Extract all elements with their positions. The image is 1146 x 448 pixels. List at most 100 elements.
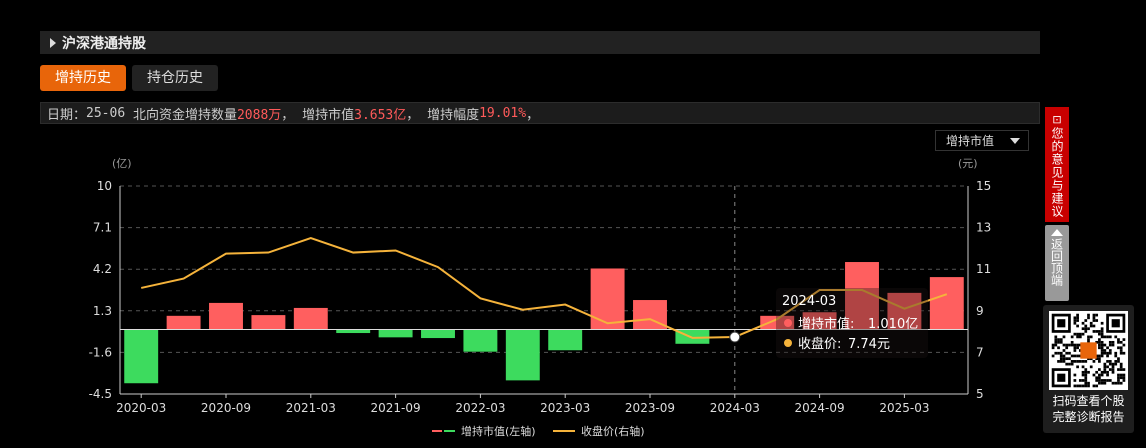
tab-holding-history[interactable]: 持仓历史 — [132, 65, 218, 91]
qr-module — [1073, 319, 1077, 322]
qr-module — [1092, 360, 1096, 363]
bar — [421, 329, 455, 339]
qr-module — [1084, 379, 1088, 382]
x-tick-label: 2022-03 — [455, 401, 505, 415]
qr-module — [1100, 327, 1104, 331]
qr-module — [1119, 349, 1123, 352]
qr-module — [1078, 335, 1082, 339]
qr-module — [1092, 313, 1096, 317]
tooltip-line-dot — [784, 339, 792, 347]
qr-module — [1117, 376, 1120, 380]
qr-module — [1092, 316, 1096, 320]
bar — [548, 329, 583, 351]
qr-module — [1089, 321, 1093, 325]
qr-module — [1057, 340, 1060, 344]
qr-module — [1098, 368, 1101, 371]
left-tick-label: -4.5 — [89, 387, 112, 401]
qr-module — [1122, 376, 1126, 380]
qr-module — [1059, 354, 1063, 358]
qr-module — [1100, 343, 1104, 347]
qr-module — [1084, 368, 1088, 371]
qr-module — [1089, 365, 1093, 369]
qr-module — [1084, 324, 1088, 328]
bar — [209, 302, 243, 330]
x-tick-label: 2024-03 — [710, 401, 760, 415]
qr-module — [1073, 316, 1077, 320]
chevron-down-icon — [1010, 138, 1020, 144]
qr-module — [1087, 340, 1090, 344]
qr-module — [1092, 324, 1096, 328]
qr-module — [1078, 379, 1082, 382]
qr-module — [1098, 343, 1101, 347]
qr-module — [1057, 373, 1066, 382]
back-to-top-button[interactable]: 返回顶端 — [1045, 225, 1069, 301]
qr-module — [1076, 332, 1079, 336]
metric-select[interactable]: 增持市值 — [935, 130, 1029, 151]
qr-module — [1081, 332, 1085, 336]
qr-module — [1100, 346, 1104, 350]
chart: 10 15 7.1 13 4.2 11 1.3 9 -1.6 7 -4.5 5 (亿) (元) 2020-0… — [89, 157, 992, 438]
tab-increase-history[interactable]: 增持历史 — [40, 65, 126, 91]
qr-module — [1081, 321, 1085, 325]
qr-module — [1098, 379, 1101, 382]
qty-value: 2088万 — [236, 107, 282, 123]
qr-module — [1087, 313, 1090, 317]
qr-module — [1119, 381, 1123, 385]
arrow-up-icon — [1051, 229, 1063, 236]
qr-module — [1070, 360, 1074, 363]
qr-module — [1100, 321, 1104, 325]
qr-module — [1087, 327, 1090, 331]
qr-module — [1081, 370, 1085, 374]
qr-module — [1119, 376, 1123, 380]
qr-module — [1095, 379, 1099, 382]
qr-module — [1087, 316, 1090, 320]
bar — [590, 268, 625, 330]
qr-module — [1057, 360, 1060, 363]
qr-module — [1108, 335, 1112, 339]
qr-module — [1100, 379, 1104, 382]
qr-module — [1100, 373, 1104, 377]
qr-module — [1100, 354, 1104, 358]
qr-module — [1087, 338, 1090, 341]
qr-module — [1073, 343, 1077, 347]
bar — [251, 315, 286, 330]
qr-module — [1095, 357, 1099, 361]
feedback-button[interactable]: ⊡ 您的意见与建议 — [1045, 107, 1069, 222]
bar — [887, 292, 922, 330]
qr-module — [1073, 321, 1077, 325]
qr-module — [1084, 330, 1088, 333]
right-axis-unit: (元) — [958, 157, 978, 170]
qr-code-icon — [1049, 311, 1128, 390]
highlight-point — [729, 331, 741, 343]
qr-module — [1084, 319, 1088, 322]
pct-label: ， 增持幅度 — [406, 107, 480, 123]
qr-module — [1106, 346, 1109, 350]
qr-module — [1084, 376, 1088, 380]
qr-module — [1092, 330, 1096, 333]
date-label: 日期： — [47, 107, 87, 123]
qr-module — [1076, 343, 1079, 347]
qr-module — [1062, 354, 1066, 358]
qr-module — [1065, 346, 1069, 350]
qr-module — [1111, 340, 1115, 344]
bar — [124, 329, 159, 384]
qr-module — [1054, 343, 1058, 347]
qr-module — [1062, 343, 1066, 347]
qr-module — [1098, 354, 1101, 358]
qr-module — [1054, 351, 1058, 355]
qr-module — [1103, 349, 1107, 352]
section-title: 沪深港通持股 — [62, 35, 146, 52]
qr-module — [1065, 357, 1069, 361]
qr-module — [1062, 360, 1066, 363]
qr-module — [1068, 357, 1071, 361]
qr-module — [1062, 335, 1066, 339]
tooltip-line-label: 收盘价: — [798, 336, 841, 352]
x-tick-label: 2025-03 — [879, 401, 929, 415]
qr-module — [1108, 362, 1112, 366]
bar — [293, 307, 328, 330]
qr-module — [1117, 381, 1120, 385]
history-tabs: 增持历史 持仓历史 — [40, 65, 218, 91]
qr-module — [1108, 368, 1112, 371]
qty-label: 北向资金增持数量 — [125, 107, 237, 123]
qr-module — [1073, 349, 1077, 352]
